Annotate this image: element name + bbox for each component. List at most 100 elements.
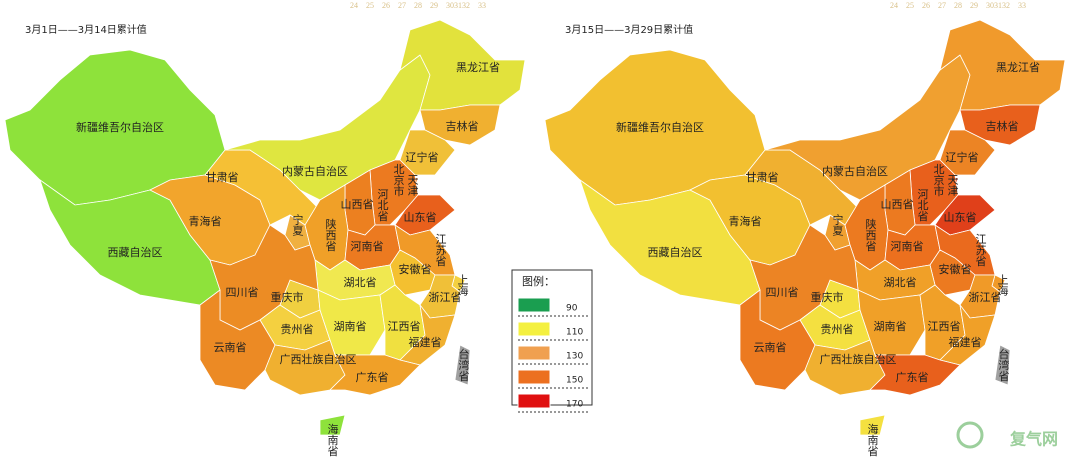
region [994, 344, 1011, 386]
region [764, 54, 971, 201]
scale-label: 24 [890, 1, 898, 10]
region-label: 宁夏 [831, 213, 844, 236]
region-label: 新疆维吾尔自治区 [76, 120, 164, 134]
scale-label: 27 [398, 1, 406, 10]
legend-swatch [517, 369, 551, 385]
region-label: 台湾省 [997, 347, 1010, 382]
region-label: 海南省 [866, 422, 879, 457]
scale-label: 3031 [446, 1, 462, 10]
region-label: 湖北省 [884, 276, 917, 289]
region-label: 福建省 [949, 335, 982, 349]
region [939, 304, 996, 366]
region-label: 四川省 [766, 286, 799, 299]
region-label: 安徽省 [399, 262, 432, 276]
region-label: 甘肃省 [746, 171, 779, 184]
region-label: 吉林省 [446, 119, 479, 133]
region-label: 黑龙江省 [456, 61, 500, 74]
region-label: 湖南省 [334, 320, 367, 333]
region-label: 天津 [406, 174, 419, 196]
scale-label: 27 [938, 1, 946, 10]
scale-label: 32 [462, 1, 470, 10]
region-label: 江西省 [388, 320, 421, 333]
scale-label: 3031 [986, 1, 1002, 10]
region-label: 河北省 [916, 188, 929, 222]
legend-swatch [517, 297, 551, 313]
region-label: 重庆市 [271, 290, 304, 304]
region-label: 辽宁省 [406, 150, 439, 164]
legend-value: 150 [566, 376, 583, 386]
region-label: 陕西省 [324, 217, 337, 252]
region-label: 青海省 [729, 214, 762, 228]
legend-swatch [517, 393, 551, 409]
scale-label: 26 [922, 1, 930, 10]
region-label: 浙江省 [969, 291, 1002, 304]
region-label: 云南省 [214, 341, 247, 354]
scale-label: 32 [1002, 1, 1010, 10]
region-label: 河北省 [376, 188, 389, 222]
region-label: 甘肃省 [206, 171, 239, 184]
region [859, 414, 886, 436]
region-label: 北京市 [392, 163, 405, 197]
region-label: 天津 [946, 174, 959, 196]
region-label: 上海 [456, 274, 469, 297]
scale-label: 33 [1018, 1, 1026, 10]
region-label: 浙江省 [429, 291, 462, 304]
region-label: 四川省 [226, 286, 259, 299]
region-label: 贵州省 [821, 323, 854, 336]
watermark: 复气网 [1009, 430, 1058, 449]
region-label: 宁夏 [291, 213, 304, 236]
region-label: 福建省 [409, 335, 442, 349]
region-label: 上海 [996, 274, 1009, 297]
legend-value: 90 [566, 304, 578, 314]
region [939, 19, 1066, 111]
region-label: 西藏自治区 [648, 245, 703, 259]
region-label: 山东省 [944, 211, 977, 224]
region-label: 江苏省 [434, 233, 447, 267]
scale-label: 25 [906, 1, 914, 10]
region-label: 安徽省 [939, 262, 972, 276]
region-label: 湖南省 [874, 320, 907, 333]
region-label: 山西省 [341, 198, 374, 211]
scale-label: 28 [954, 1, 962, 10]
region [454, 344, 471, 386]
scale-label: 24 [350, 1, 358, 10]
region [319, 414, 346, 436]
region-label: 重庆市 [811, 290, 844, 304]
scale-label: 29 [970, 1, 978, 10]
legend-value: 130 [566, 352, 583, 362]
region-label: 河南省 [891, 240, 924, 253]
region-label: 北京市 [932, 163, 945, 197]
region-label: 湖北省 [344, 276, 377, 289]
region-label: 广东省 [356, 371, 389, 384]
legend-value: 170 [566, 400, 583, 410]
region [224, 54, 431, 201]
legend-swatch [517, 321, 551, 337]
region-label: 台湾省 [457, 347, 470, 382]
scale-label: 28 [414, 1, 422, 10]
region-label: 广东省 [896, 371, 929, 384]
region-label: 广西壮族自治区 [280, 352, 357, 366]
region-label: 内蒙古自治区 [282, 164, 348, 178]
region-label: 江西省 [928, 320, 961, 333]
map-title: 3月15日——3月29日累计值 [565, 23, 693, 36]
region-label: 黑龙江省 [996, 61, 1040, 74]
region-label: 云南省 [754, 341, 787, 354]
region-label: 广西壮族自治区 [820, 352, 897, 366]
region-label: 新疆维吾尔自治区 [616, 120, 704, 134]
region [399, 304, 456, 366]
region-label: 江苏省 [974, 233, 987, 267]
legend-value: 110 [566, 328, 583, 338]
region-label: 青海省 [189, 214, 222, 228]
region-label: 海南省 [326, 422, 339, 457]
map-title: 3月1日——3月14日累计值 [25, 23, 147, 36]
region-label: 陕西省 [864, 217, 877, 252]
region [399, 19, 526, 111]
region-label: 辽宁省 [946, 150, 979, 164]
scale-label: 33 [478, 1, 486, 10]
watermark-logo [956, 421, 984, 449]
scale-label: 29 [430, 1, 438, 10]
region-label: 山东省 [404, 211, 437, 224]
scale-label: 26 [382, 1, 390, 10]
legend-title: 图例： [522, 274, 555, 288]
